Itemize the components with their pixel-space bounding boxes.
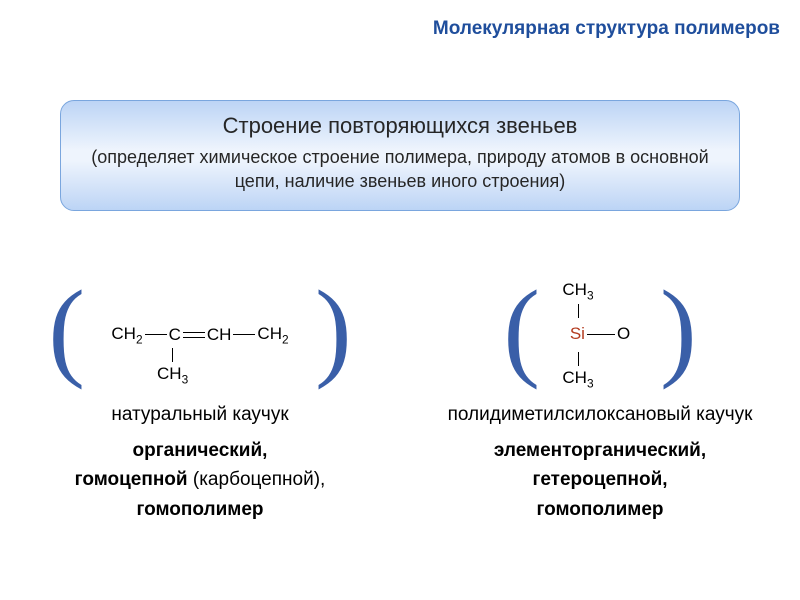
header-main: Строение повторяющихся звеньев — [81, 113, 719, 139]
left-line-1: гомоцепной (карбоцепной), — [20, 465, 380, 494]
right-line-0: элементорганический, — [420, 436, 780, 465]
ch2b: CH2 — [257, 324, 288, 346]
left-line-2: гомополимер — [20, 495, 380, 524]
bottom-ch3: CH3 — [540, 350, 616, 390]
ch: CH — [207, 325, 232, 345]
left-formula: ( CH2 C CH CH2 CH3 ) — [20, 270, 380, 400]
bracket-right-icon: ) — [660, 274, 697, 384]
double-bond-icon — [183, 332, 205, 338]
bracket-right-icon: ) — [315, 274, 352, 384]
bond-icon — [233, 334, 255, 335]
page-title: Молекулярная структура полимеров — [433, 18, 780, 40]
right-desc: элементорганический, гетероцепной, гомоп… — [420, 436, 780, 524]
vbond-icon — [578, 352, 579, 366]
right-formula: ( CH3 Si O CH3 ) — [420, 270, 780, 400]
left-desc: органический, гомоцепной (карбоцепной), … — [20, 436, 380, 524]
left-column: ( CH2 C CH CH2 CH3 ) натуральный каучук — [20, 270, 380, 524]
c-center: C — [169, 325, 181, 345]
bond-icon — [587, 334, 615, 335]
left-name: натуральный каучук — [20, 404, 380, 426]
si-atom: Si — [570, 324, 585, 344]
ch3-pendant: CH3 — [157, 364, 188, 383]
top-ch3: CH3 — [540, 280, 616, 320]
right-column: ( CH3 Si O CH3 ) полидиметилсилоксановый… — [420, 270, 780, 524]
right-line-2: гомополимер — [420, 495, 780, 524]
header-sub: (определяет химическое строение полимера… — [81, 145, 719, 194]
bond-icon — [145, 334, 167, 335]
right-name: полидиметилсилоксановый каучук — [420, 404, 780, 426]
bracket-left-icon: ( — [48, 274, 85, 384]
vbond-icon — [172, 348, 173, 362]
pendant-group: CH3 — [157, 346, 187, 386]
structures-row: ( CH2 C CH CH2 CH3 ) натуральный каучук — [0, 270, 800, 524]
bracket-left-icon: ( — [503, 274, 540, 384]
left-structure: CH2 C CH CH2 CH3 — [85, 324, 315, 346]
center-row: Si O — [540, 324, 660, 344]
ch2a: CH2 — [111, 324, 142, 346]
left-line-0: органический, — [20, 436, 380, 465]
header-box: Строение повторяющихся звеньев (определя… — [60, 100, 740, 211]
vbond-icon — [578, 304, 579, 318]
left-chain: CH2 C CH CH2 — [85, 324, 315, 346]
right-structure: CH3 Si O CH3 — [540, 280, 660, 390]
right-line-1: гетероцепной, — [420, 465, 780, 494]
o-atom: O — [617, 324, 630, 344]
